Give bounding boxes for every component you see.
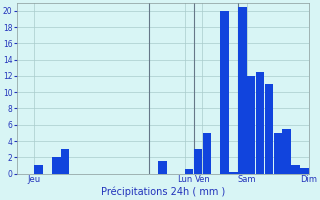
Bar xyxy=(185,169,193,174)
Bar xyxy=(265,84,273,174)
Bar xyxy=(300,168,308,174)
Bar xyxy=(52,157,60,174)
Bar xyxy=(220,11,229,174)
Bar xyxy=(203,133,211,174)
Bar xyxy=(35,165,43,174)
Bar xyxy=(247,76,255,174)
Bar xyxy=(282,129,291,174)
Bar xyxy=(158,161,167,174)
Bar xyxy=(61,149,69,174)
Bar xyxy=(194,149,202,174)
X-axis label: Précipitations 24h ( mm ): Précipitations 24h ( mm ) xyxy=(100,187,225,197)
Bar xyxy=(238,7,246,174)
Bar xyxy=(256,72,264,174)
Bar xyxy=(229,172,238,174)
Bar xyxy=(291,165,300,174)
Bar xyxy=(274,133,282,174)
